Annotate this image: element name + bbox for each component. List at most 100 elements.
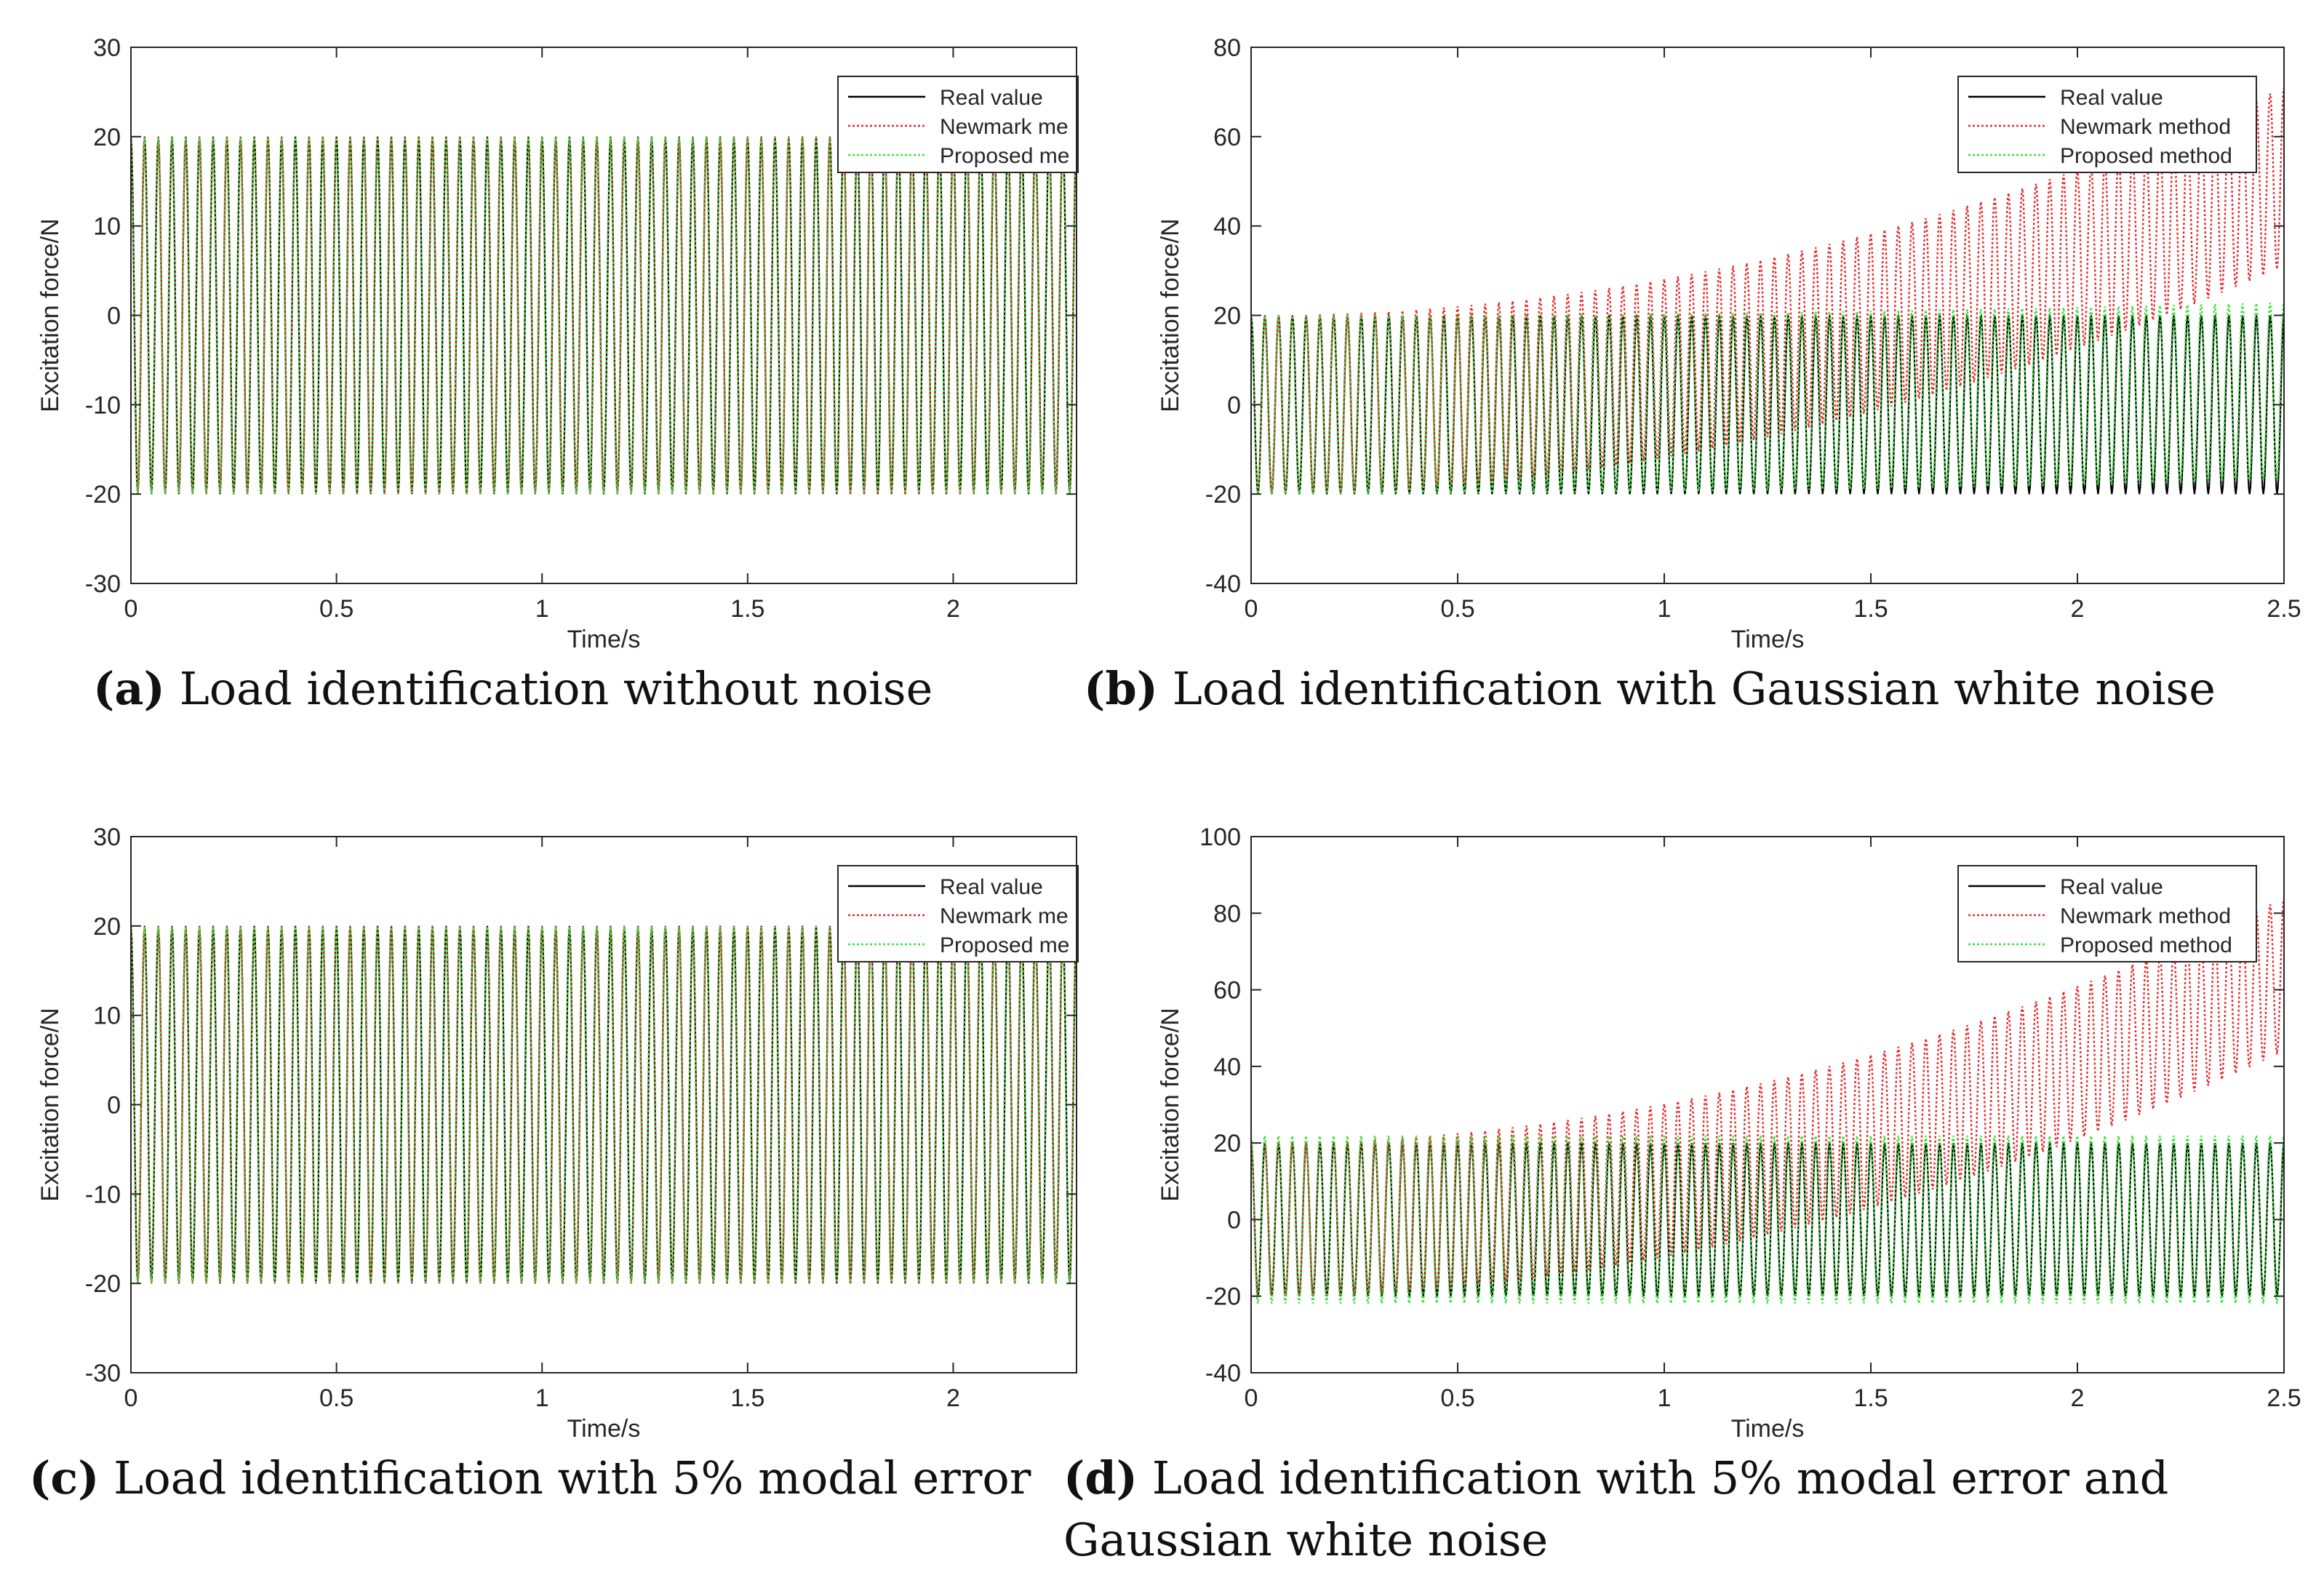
caption-c: (c) Load identification with 5% modal er… [29,1451,1031,1505]
x-axis-label-c: Time/s [567,1415,641,1443]
caption-b: (b) Load identification with Gaussian wh… [1084,662,2216,716]
caption-a: (a) Load identification without noise [93,662,933,716]
x-tick-label-c: 1.5 [730,1384,764,1412]
axes-box-d [1250,836,2285,1373]
caption-c-label: (c) [29,1451,100,1504]
y-tick-label-a: 10 [93,213,121,241]
caption-b-text: Load identification with Gaussian white … [1172,662,2216,715]
legend-label-c-0: Real value [940,875,1043,899]
y-tick-label-d: 100 [1199,824,1241,851]
x-tick-label-b: 2.5 [2267,595,2301,623]
y-tick-label-c: -20 [85,1270,121,1298]
caption-a-text: Load identification without noise [179,662,933,715]
x-tick-label-a: 0 [124,595,138,623]
y-tick-label-b: 40 [1213,213,1241,241]
x-tick-label-b: 0 [1245,595,1258,623]
chart-panel-d: 0 0.5 1 1.5 2 2.5 100 80 60 40 20 0 -20 -40 Time/s Exci… [1157,824,2301,1443]
chart-panel-a: 0 0.5 1 1.5 2 30 20 10 0 -10 -20 -30 Time/s Excitatio… [36,34,1079,653]
caption-b-label: (b) [1084,662,1159,715]
x-tick-label-b: 1 [1658,595,1672,623]
series-line-c-2 [131,926,1077,1283]
legend-label-b-0: Real value [2060,86,2163,110]
y-tick-label-b: 80 [1213,34,1241,62]
y-tick-label-a: 30 [93,34,121,62]
legend-label-a-0: Real value [940,86,1043,110]
y-tick-label-d: -20 [1205,1283,1241,1311]
x-tick-label-d: 1.5 [1853,1384,1888,1412]
y-tick-label-b: 60 [1213,124,1241,151]
legend-box-d [1957,865,2257,962]
x-tick-label-c: 1 [535,1384,549,1412]
y-tick-label-a: -10 [85,391,121,419]
y-tick-label-c: 30 [93,824,121,851]
y-tick-label-d: 20 [1213,1130,1241,1157]
x-axis-label-d: Time/s [1731,1415,1805,1443]
y-axis-label-b: Excitation force/N [1157,218,1184,412]
y-tick-label-a: -30 [85,570,121,598]
legend-label-c-2: Proposed me [940,933,1069,957]
caption-d: (d) Load identification with 5% modal er… [1063,1451,2168,1505]
legend-label-b-2: Proposed method [2060,144,2232,168]
x-tick-label-d: 2 [2071,1384,2085,1412]
y-tick-label-a: 0 [107,303,121,330]
x-tick-label-b: 1.5 [1853,595,1888,623]
x-tick-label-a: 0.5 [319,595,354,623]
series-line-c-0 [131,925,1077,1284]
y-axis-label-c: Excitation force/N [36,1008,64,1201]
x-axis-label-b: Time/s [1731,626,1805,653]
series-line-d-2 [1251,1135,2284,1304]
x-tick-label-a: 1.5 [730,595,764,623]
y-tick-label-a: -20 [85,481,121,509]
caption-d-label: (d) [1063,1451,1138,1504]
x-tick-label-a: 2 [946,595,960,623]
y-tick-label-b: 0 [1227,391,1241,419]
caption-a-label: (a) [93,662,165,715]
y-tick-label-c: 20 [93,913,121,941]
y-tick-label-d: 60 [1213,977,1241,1005]
x-tick-label-d: 0.5 [1440,1384,1474,1412]
y-axis-label-a: Excitation force/N [36,218,64,412]
x-tick-label-c: 2 [946,1384,960,1412]
y-tick-label-c: 0 [107,1092,121,1120]
legend-box-a [837,76,1079,173]
x-tick-label-b: 2 [2071,595,2085,623]
caption-d-text: Load identification with 5% modal error … [1151,1451,2169,1504]
y-tick-label-a: 20 [93,124,121,151]
x-tick-label-c: 0.5 [319,1384,354,1412]
y-tick-label-d: 40 [1213,1053,1241,1081]
chart-panel-b: 0 0.5 1 1.5 2 2.5 80 60 40 20 0 -20 -40 Time/s Excitat… [1157,34,2301,653]
series-line-a-2 [131,137,1077,494]
x-axis-label-a: Time/s [567,626,641,653]
x-tick-label-d: 2.5 [2267,1384,2301,1412]
legend-box-b [1957,76,2257,173]
series-line-a-0 [131,136,1077,495]
caption-c-text: Load identification with 5% modal error [113,1451,1031,1504]
y-tick-label-c: 10 [93,1002,121,1030]
y-tick-label-d: -40 [1205,1360,1241,1387]
legend-label-b-1: Newmark method [2060,115,2231,139]
legend-label-a-2: Proposed me [940,144,1069,168]
x-tick-label-d: 1 [1658,1384,1672,1412]
caption-d-text-2: Gaussian white noise [1063,1513,1549,1566]
y-axis-label-d: Excitation force/N [1157,1008,1184,1201]
legend-box-c [837,865,1079,962]
legend-label-a-1: Newmark me [940,115,1069,139]
x-tick-label-a: 1 [535,595,549,623]
chart-panel-c: 0 0.5 1 1.5 2 30 20 10 0 -10 -20 -30 Time/s Excitatio… [36,824,1079,1443]
legend-label-d-0: Real value [2060,875,2163,899]
y-tick-label-d: 80 [1213,900,1241,928]
y-tick-label-b: -40 [1205,570,1241,598]
y-tick-label-c: -30 [85,1360,121,1387]
series-line-b-0 [1251,315,2284,495]
legend-label-d-2: Proposed method [2060,933,2232,957]
y-tick-label-b: 20 [1213,303,1241,330]
legend-label-d-1: Newmark method [2060,904,2231,928]
legend-label-c-1: Newmark me [940,904,1069,928]
x-tick-label-b: 0.5 [1440,595,1474,623]
x-tick-label-c: 0 [124,1384,138,1412]
y-tick-label-c: -10 [85,1181,121,1208]
caption-d-line2: Gaussian white noise [1063,1513,1548,1567]
series-line-b-2 [1251,302,2284,494]
x-tick-label-d: 0 [1245,1384,1258,1412]
